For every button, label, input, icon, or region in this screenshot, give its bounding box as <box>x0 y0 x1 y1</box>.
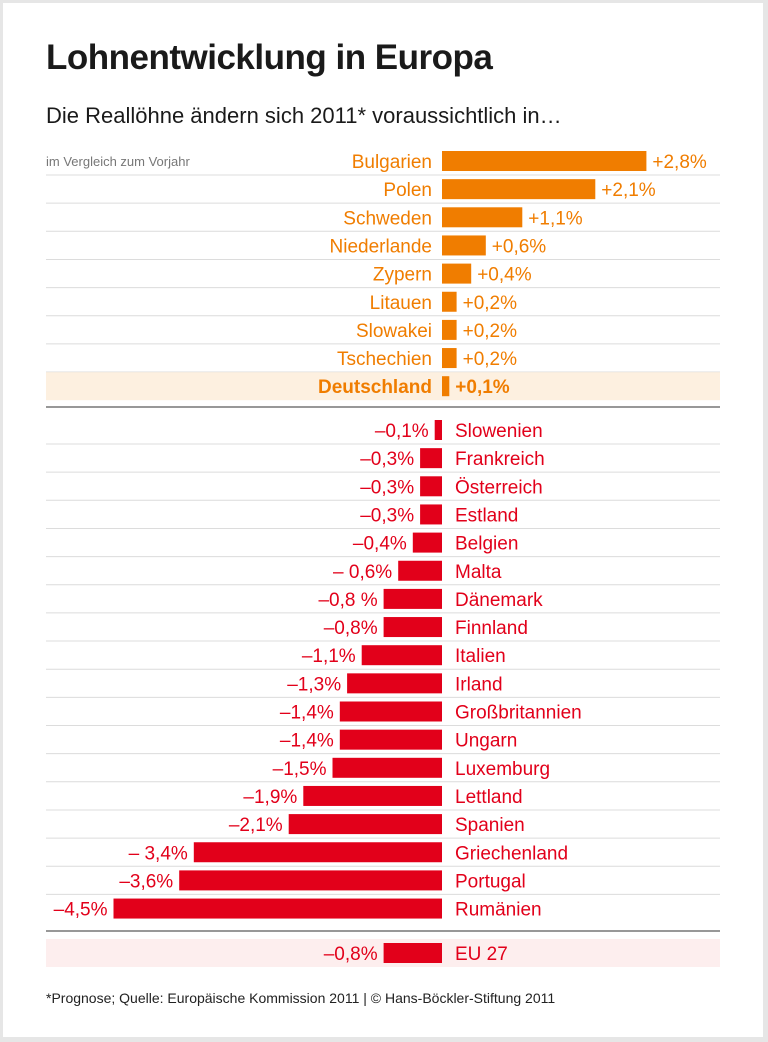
value-label: –0,8 % <box>318 590 377 611</box>
category-label: Niederlande <box>330 236 432 257</box>
category-label: Portugal <box>455 871 526 892</box>
value-label: +0,2% <box>463 293 518 314</box>
value-label: +0,2% <box>463 349 518 370</box>
bar-slowakei <box>442 319 457 340</box>
category-label: Litauen <box>370 293 432 314</box>
category-label: Griechenland <box>455 843 568 864</box>
bar-zypern <box>442 263 472 284</box>
value-label: –3,6% <box>119 871 173 892</box>
value-label: +0,1% <box>455 377 510 398</box>
highlight-row-bg <box>46 939 720 967</box>
bar-estland <box>420 504 442 525</box>
bar-frankreich <box>420 448 442 469</box>
bar-italien <box>361 645 442 666</box>
value-label: –4,5% <box>54 900 108 921</box>
category-label: Rumänien <box>455 900 542 921</box>
bar-polen <box>442 179 596 200</box>
bar-bulgarien <box>442 151 647 171</box>
value-label: –0,1% <box>375 421 429 442</box>
value-label: –0,4% <box>353 534 407 555</box>
highlight-row-bg <box>46 372 720 401</box>
category-label: Deutschland <box>318 377 432 398</box>
category-label: Tschechien <box>337 349 432 370</box>
category-label: Bulgarien <box>352 152 432 173</box>
bar-großbritannien <box>339 701 442 722</box>
value-label: –0,8% <box>324 944 378 965</box>
category-label: Spanien <box>455 815 525 836</box>
category-label: Österreich <box>455 477 543 498</box>
value-label: –1,4% <box>280 703 334 724</box>
chart-title: Lohnentwicklung in Europa <box>46 38 493 77</box>
category-label: Dänemark <box>455 590 543 611</box>
chart-subtitle: Die Reallöhne ändern sich 2011* voraussi… <box>46 103 562 128</box>
category-label: Lettland <box>455 787 523 808</box>
category-label: Schweden <box>343 208 432 229</box>
bar-griechenland <box>193 842 442 863</box>
bar-spanien <box>288 814 442 835</box>
bar-luxemburg <box>332 757 442 778</box>
bar-finnland <box>383 617 442 638</box>
bar-lettland <box>303 785 442 806</box>
category-label: Malta <box>455 562 502 583</box>
bar-ungarn <box>339 729 442 750</box>
value-label: –1,4% <box>280 731 334 752</box>
bar-slowenien <box>434 420 442 440</box>
category-label: Frankreich <box>455 449 545 470</box>
value-label: +1,1% <box>528 208 583 229</box>
bar-deutschland <box>442 376 450 397</box>
bar-eu-27 <box>383 943 442 963</box>
category-label: Slowenien <box>455 421 543 442</box>
category-label: Italien <box>455 646 506 667</box>
category-label: Polen <box>383 180 432 201</box>
value-label: +2,8% <box>652 152 707 173</box>
value-label: –1,5% <box>273 759 327 780</box>
bar-tschechien <box>442 348 457 369</box>
value-label: –2,1% <box>229 815 283 836</box>
bar-rumänien <box>113 898 442 919</box>
category-label: Estland <box>455 505 518 526</box>
value-label: –1,9% <box>243 787 297 808</box>
value-label: –0,3% <box>360 449 414 470</box>
value-label: –1,3% <box>287 674 341 695</box>
category-label: Finnland <box>455 618 528 639</box>
value-label: +0,4% <box>477 265 532 286</box>
bar-irland <box>347 673 442 694</box>
bar-österreich <box>420 476 442 497</box>
source-footer: *Prognose; Quelle: Europäische Kommissio… <box>46 990 556 1006</box>
value-label: +2,1% <box>601 180 656 201</box>
value-label: –0,3% <box>360 477 414 498</box>
bar-malta <box>398 560 442 581</box>
category-label: Luxemburg <box>455 759 550 780</box>
bar-niederlande <box>442 235 486 256</box>
category-label: Belgien <box>455 534 518 555</box>
value-label: +0,6% <box>492 236 547 257</box>
category-label: Großbritannien <box>455 703 582 724</box>
category-label: Ungarn <box>455 731 517 752</box>
bar-dänemark <box>383 588 442 609</box>
bar-schweden <box>442 207 523 228</box>
value-label: –0,8% <box>324 618 378 639</box>
bar-portugal <box>179 870 442 891</box>
value-label: –1,1% <box>302 646 356 667</box>
value-label: +0,2% <box>463 321 518 342</box>
category-label: Zypern <box>373 265 432 286</box>
value-label: – 3,4% <box>129 843 188 864</box>
chart-note: im Vergleich zum Vorjahr <box>46 154 190 169</box>
category-label: Irland <box>455 674 503 695</box>
bar-belgien <box>412 532 442 553</box>
value-label: – 0,6% <box>333 562 392 583</box>
category-label: Slowakei <box>356 321 432 342</box>
bar-litauen <box>442 291 457 312</box>
category-label: EU 27 <box>455 944 508 965</box>
value-label: –0,3% <box>360 505 414 526</box>
